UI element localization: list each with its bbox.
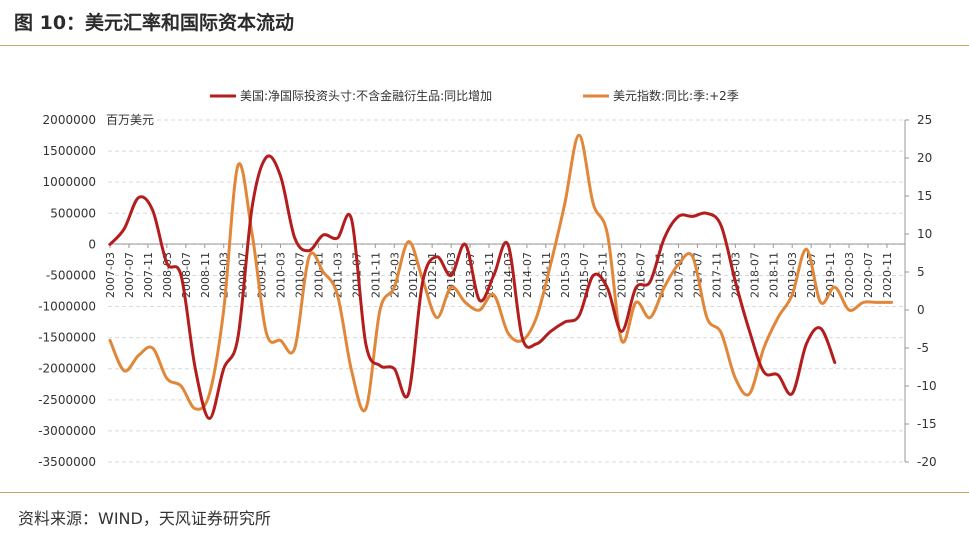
left-tick-label: 1000000 <box>43 175 96 189</box>
left-tick-label: 0 <box>88 237 96 251</box>
series-line-net-investment <box>108 154 837 420</box>
left-axis-unit: 百万美元 <box>106 113 154 127</box>
right-tick-label: -10 <box>917 379 937 393</box>
right-tick-label: 15 <box>917 189 932 203</box>
left-tick-label: -1500000 <box>38 331 96 345</box>
legend: 美国:净国际投资头寸:不含金融衍生品:同比增加 美元指数:同比:季:+2季 <box>210 88 739 103</box>
x-tick-label: 2012-03 <box>388 252 401 298</box>
legend-label: 美国:净国际投资头寸:不含金融衍生品:同比增加 <box>240 88 492 103</box>
x-tick-label: 2018-07 <box>748 252 761 298</box>
page-title: 图 10：美元汇率和国际资本流动 <box>14 12 295 34</box>
legend-label: 美元指数:同比:季:+2季 <box>613 88 739 103</box>
left-tick-label: -2000000 <box>38 362 96 376</box>
source-note: 资料来源：WIND，天风证券研究所 <box>18 509 271 528</box>
left-tick-label: 2000000 <box>43 113 96 127</box>
right-tick-label: 20 <box>917 151 932 165</box>
left-tick-label: -3500000 <box>38 455 96 469</box>
right-tick-label: 10 <box>917 227 932 241</box>
x-tick-label: 2014-07 <box>521 252 534 298</box>
left-tick-label: 500000 <box>50 206 96 220</box>
x-tick-label: 2008-03 <box>161 252 174 298</box>
x-tick-label: 2020-07 <box>862 252 875 298</box>
right-tick-label: -5 <box>917 341 929 355</box>
right-tick-label: 0 <box>917 303 925 317</box>
x-tick-label: 2016-11 <box>654 252 667 298</box>
x-tick-label: 2017-03 <box>673 252 686 298</box>
x-tick-label: 2013-11 <box>483 252 496 298</box>
x-tick-label: 2016-07 <box>635 252 648 298</box>
x-tick-label: 2011-11 <box>369 252 382 298</box>
x-tick-label: 2012-07 <box>407 252 420 298</box>
x-tick-label: 2015-03 <box>559 252 572 298</box>
x-tick-label: 2007-07 <box>123 252 136 298</box>
left-tick-label: 1500000 <box>43 144 96 158</box>
x-tick-label: 2020-11 <box>881 252 894 298</box>
x-tick-label: 2015-07 <box>578 252 591 298</box>
x-tick-label: 2016-03 <box>616 252 629 298</box>
x-tick-label: 2007-03 <box>104 252 117 298</box>
x-axis: 2007-03 2007-07 2007-11 2008-03 2008-07 2008-… <box>104 243 905 298</box>
right-axis: 25 20 15 10 5 0 -5 -10 -15 -20 <box>904 113 937 469</box>
x-tick-label: 2018-11 <box>767 252 780 298</box>
left-tick-label: -1000000 <box>38 300 96 314</box>
x-tick-label: 2010-03 <box>275 252 288 298</box>
x-tick-label: 2020-03 <box>843 252 856 298</box>
series-lines <box>108 133 894 420</box>
right-tick-label: 25 <box>917 113 932 127</box>
right-tick-label: 5 <box>917 265 925 279</box>
title-divider <box>0 45 969 46</box>
left-axis: 2000000 1500000 1000000 500000 0 -500000 -1000… <box>38 113 96 469</box>
right-tick-label: -20 <box>917 455 937 469</box>
left-tick-label: -2500000 <box>38 393 96 407</box>
x-tick-label: 2018-03 <box>729 252 742 298</box>
series-line-dollar-index <box>108 133 894 413</box>
x-tick-label: 2008-11 <box>199 252 212 298</box>
left-tick-label: -3000000 <box>38 424 96 438</box>
footer-divider <box>0 492 969 493</box>
x-tick-label: 2010-11 <box>312 252 325 298</box>
x-tick-label: 2007-11 <box>142 252 155 298</box>
x-tick-label: 2017-11 <box>710 252 723 298</box>
right-tick-label: -15 <box>917 417 937 431</box>
left-tick-label: -500000 <box>46 268 96 282</box>
x-tick-label: 2011-03 <box>331 252 344 298</box>
